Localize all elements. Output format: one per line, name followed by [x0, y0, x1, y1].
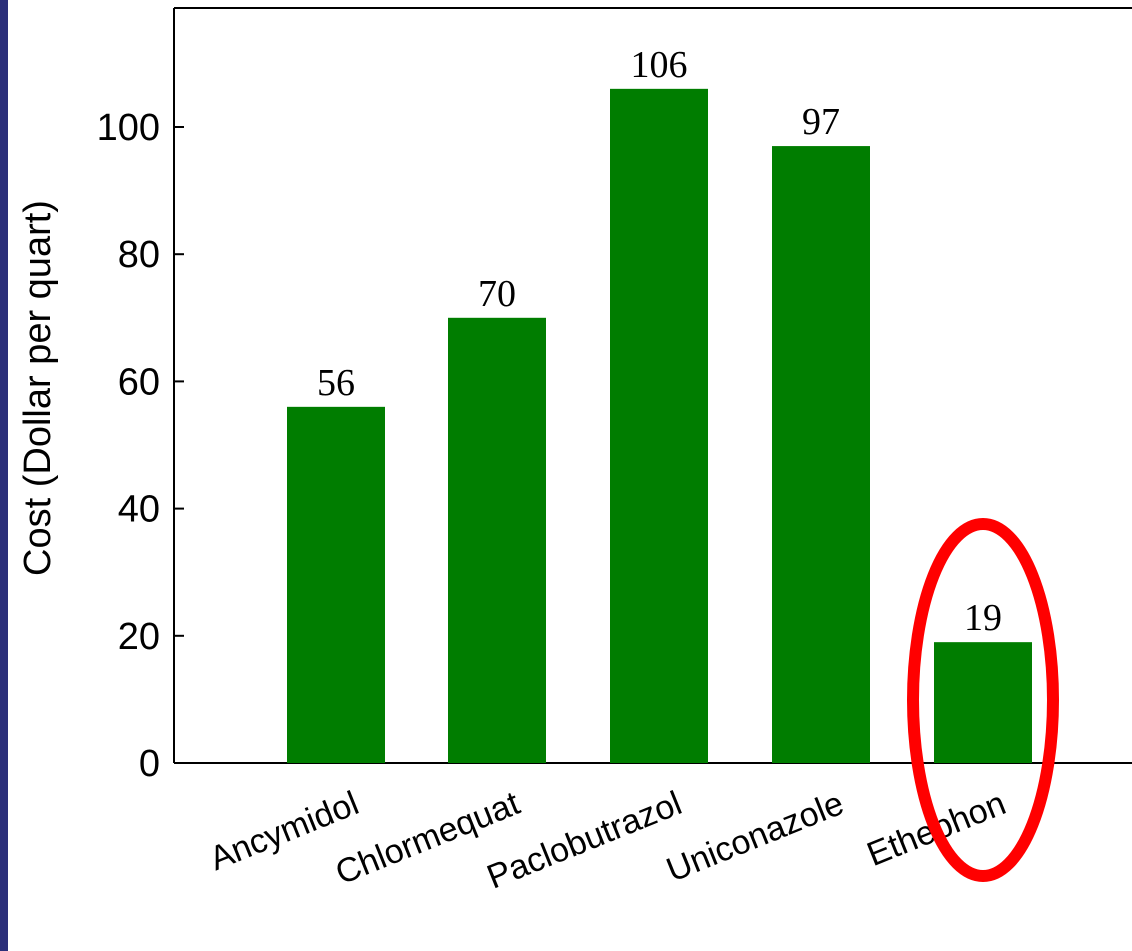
data-label: 106: [631, 44, 688, 86]
y-tick-label: 80: [118, 234, 160, 276]
y-axis-ticks: 0 20 40 60 80 100: [97, 107, 184, 785]
y-axis-title: Cost (Dollar per quart): [17, 200, 59, 576]
y-tick-label: 100: [97, 107, 160, 149]
y-tick-label: 20: [118, 616, 160, 658]
bar-ethephon: [934, 642, 1032, 763]
y-tick-label: 40: [118, 489, 160, 531]
data-label: 70: [478, 273, 516, 315]
bar-uniconazole: [772, 146, 870, 763]
highlight-ellipse-shape: [907, 518, 1059, 882]
data-label: 19: [964, 597, 1002, 639]
data-label: 56: [317, 362, 355, 404]
data-labels: 56 70 106 97 19: [317, 44, 1002, 639]
x-tick-label: Uniconazole: [661, 784, 849, 889]
bar-ancymidol: [287, 406, 385, 763]
side-accent-strip: [0, 0, 8, 951]
y-tick-label: 0: [139, 743, 160, 785]
x-axis-tick-labels: AncymidolChlormequatPaclobutrazolUnicona…: [204, 784, 1011, 897]
bars: [287, 88, 1032, 764]
bar-chlormequat: [448, 317, 546, 763]
data-label: 97: [802, 101, 840, 143]
y-tick-label: 60: [118, 361, 160, 403]
bar-paclobutrazol: [610, 88, 708, 764]
highlight-ellipse: [907, 518, 1059, 882]
